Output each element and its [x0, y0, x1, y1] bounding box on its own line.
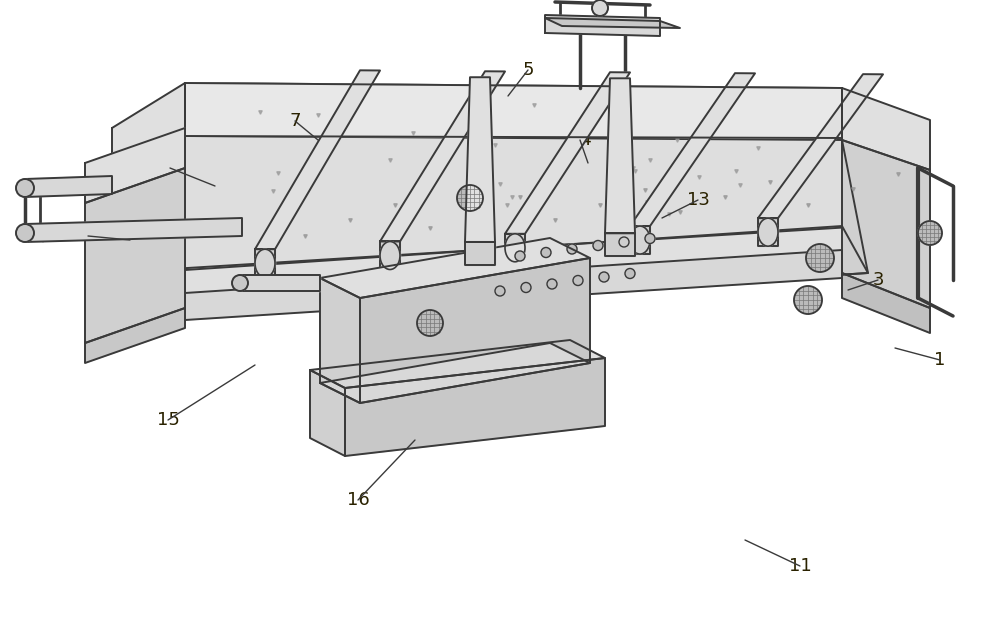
Circle shape — [515, 251, 525, 261]
Polygon shape — [758, 74, 883, 218]
Text: 7: 7 — [289, 112, 301, 130]
Text: 8: 8 — [164, 159, 176, 177]
Polygon shape — [505, 72, 630, 234]
Circle shape — [592, 0, 608, 16]
Circle shape — [619, 237, 629, 247]
Polygon shape — [185, 83, 842, 138]
Circle shape — [457, 185, 483, 211]
Circle shape — [593, 240, 603, 250]
Polygon shape — [842, 273, 930, 333]
Text: 15: 15 — [157, 411, 179, 429]
Circle shape — [573, 276, 583, 286]
Polygon shape — [255, 70, 380, 249]
Polygon shape — [605, 78, 635, 234]
Polygon shape — [25, 218, 242, 242]
Polygon shape — [758, 218, 778, 246]
Polygon shape — [842, 140, 930, 308]
Polygon shape — [320, 278, 360, 403]
Polygon shape — [255, 249, 275, 277]
Circle shape — [417, 310, 443, 336]
Text: 16: 16 — [347, 491, 369, 509]
Polygon shape — [85, 168, 185, 343]
Polygon shape — [545, 15, 660, 36]
Polygon shape — [320, 343, 590, 403]
Circle shape — [16, 224, 34, 242]
Polygon shape — [380, 242, 400, 269]
Text: 9: 9 — [82, 227, 94, 245]
Text: 5: 5 — [522, 61, 534, 79]
Circle shape — [547, 279, 557, 289]
Text: 14: 14 — [569, 131, 591, 149]
Polygon shape — [630, 73, 755, 226]
Circle shape — [541, 247, 551, 258]
Text: 1: 1 — [934, 351, 946, 369]
Text: 13: 13 — [687, 191, 709, 209]
Circle shape — [625, 268, 635, 279]
Circle shape — [16, 179, 34, 197]
Circle shape — [521, 282, 531, 292]
Ellipse shape — [758, 218, 778, 246]
Polygon shape — [545, 18, 680, 28]
Circle shape — [806, 244, 834, 272]
Polygon shape — [155, 83, 868, 270]
Polygon shape — [185, 250, 842, 320]
Circle shape — [232, 275, 248, 291]
Polygon shape — [85, 128, 185, 203]
Polygon shape — [85, 308, 185, 363]
Polygon shape — [240, 275, 320, 291]
Polygon shape — [112, 273, 185, 343]
Polygon shape — [360, 258, 590, 403]
Polygon shape — [345, 358, 605, 456]
Polygon shape — [320, 238, 590, 298]
Polygon shape — [380, 71, 505, 242]
Polygon shape — [112, 136, 185, 318]
Ellipse shape — [630, 226, 650, 254]
Circle shape — [495, 286, 505, 296]
Polygon shape — [155, 226, 868, 318]
Polygon shape — [465, 77, 495, 242]
Text: 11: 11 — [789, 557, 811, 575]
Circle shape — [918, 221, 942, 245]
Polygon shape — [310, 370, 345, 456]
Circle shape — [645, 234, 655, 243]
Ellipse shape — [255, 249, 275, 277]
Polygon shape — [630, 226, 650, 254]
Ellipse shape — [380, 242, 400, 269]
Polygon shape — [155, 136, 868, 318]
Ellipse shape — [505, 234, 525, 262]
Circle shape — [794, 286, 822, 314]
Text: 3: 3 — [872, 271, 884, 289]
Polygon shape — [112, 83, 185, 181]
Polygon shape — [465, 242, 495, 265]
Circle shape — [567, 244, 577, 254]
Circle shape — [599, 272, 609, 282]
Polygon shape — [605, 234, 635, 256]
Polygon shape — [25, 176, 112, 197]
Polygon shape — [310, 340, 605, 388]
Polygon shape — [505, 234, 525, 262]
Polygon shape — [842, 88, 930, 170]
